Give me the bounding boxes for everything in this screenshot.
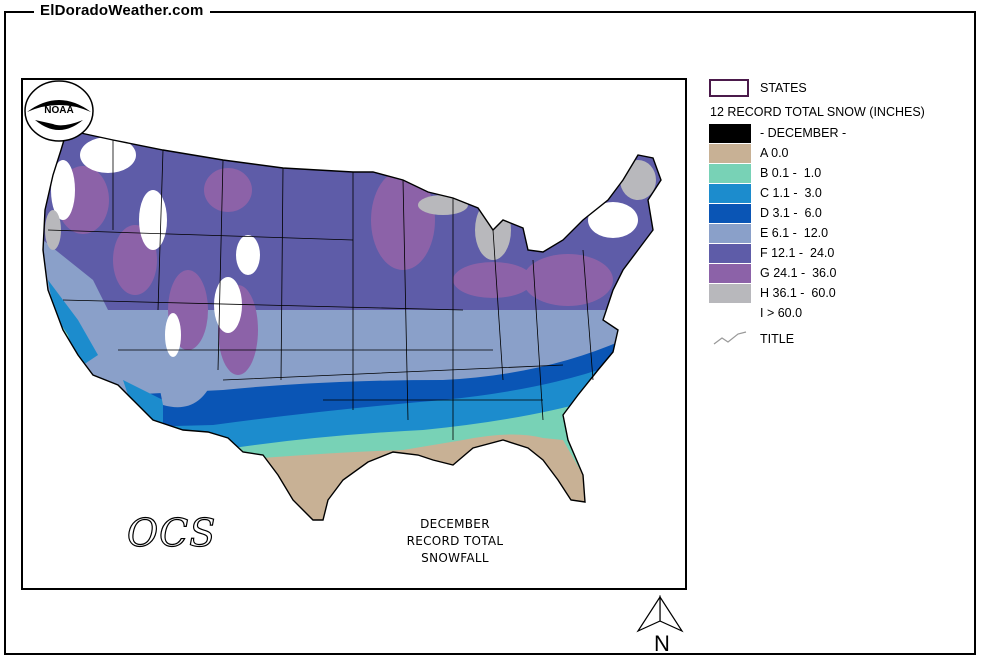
caption-line-2: RECORD TOTAL SNOWFALL [406, 534, 504, 565]
legend-row: I > 60.0 [708, 304, 948, 324]
legend-row: H 36.1 - 60.0 [708, 284, 948, 304]
site-title: ElDoradoWeather.com [34, 2, 210, 19]
legend-label: A 0.0 [760, 146, 789, 160]
legend-row: - DECEMBER - [708, 124, 948, 144]
legend-row: G 24.1 - 36.0 [708, 264, 948, 284]
legend-swatch [709, 204, 751, 223]
states-label: STATES [760, 81, 807, 95]
caption-line-1: DECEMBER [420, 517, 490, 531]
legend-row: C 1.1 - 3.0 [708, 184, 948, 204]
noaa-logo-text: NOAA [44, 105, 73, 116]
ocs-logo: OCS [126, 510, 217, 555]
legend-swatch [709, 164, 751, 183]
legend-row: D 3.1 - 6.0 [708, 204, 948, 224]
snowfall-zones [43, 130, 661, 520]
legend-row: E 6.1 - 12.0 [708, 224, 948, 244]
legend-swatch [709, 144, 751, 163]
legend-title: 12 RECORD TOTAL SNOW (INCHES) [710, 105, 925, 119]
map-frame: NOAA OCS DECEMBER RECORD TOTAL SNOWFALL [21, 78, 687, 590]
legend-swatch [709, 224, 751, 243]
legend-label: E 6.1 - 12.0 [760, 226, 829, 240]
legend-row: F 12.1 - 24.0 [708, 244, 948, 264]
legend-label: D 3.1 - 6.0 [760, 206, 822, 220]
legend-swatch [709, 184, 751, 203]
legend-label: F 12.1 - 24.0 [760, 246, 835, 260]
outer-frame [4, 11, 976, 655]
legend-label: G 24.1 - 36.0 [760, 266, 837, 280]
legend-title-line-entry: TITLE [708, 330, 948, 350]
state-borders [47, 140, 594, 440]
legend-swatch [709, 244, 751, 263]
legend-label: - DECEMBER - [760, 126, 847, 140]
legend-label: C 1.1 - 3.0 [760, 186, 822, 200]
legend-swatch [709, 284, 751, 303]
snowfall-map [42, 129, 662, 521]
legend-label: I > 60.0 [760, 306, 803, 320]
legend-row: B 0.1 - 1.0 [708, 164, 948, 184]
title-line-icon [713, 331, 747, 345]
map-caption: DECEMBER RECORD TOTAL SNOWFALL [375, 516, 535, 567]
title-line-label: TITLE [760, 332, 795, 346]
north-label: N [654, 631, 670, 655]
legend-label: B 0.1 - 1.0 [760, 166, 822, 180]
legend-label: H 36.1 - 60.0 [760, 286, 836, 300]
legend-row: A 0.0 [708, 144, 948, 164]
legend-swatch [709, 124, 751, 143]
north-arrow-icon: N [636, 595, 684, 655]
legend-swatch [709, 304, 751, 323]
states-swatch [709, 79, 749, 97]
noaa-logo: NOAA [24, 80, 94, 142]
legend-swatch [709, 264, 751, 283]
